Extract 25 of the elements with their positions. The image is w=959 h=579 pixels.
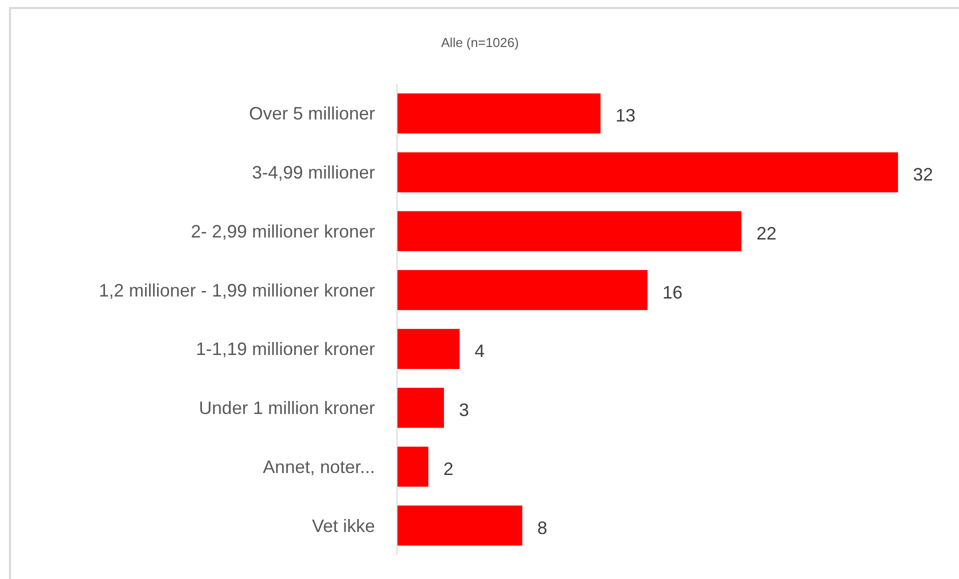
y-tick-label: 1,2 millioner - 1,99 millioner kroner [98, 280, 376, 300]
y-tick-label: Vet ikke [312, 516, 375, 536]
bar [397, 152, 898, 192]
y-tick-label: 2- 2,99 millioner kroner [190, 221, 376, 242]
y-tick-label: 1-1,19 millioner kroner [196, 339, 376, 360]
y-tick-label: Under 1 million kroner [198, 398, 375, 418]
data-label: 32 [913, 164, 934, 185]
y-tick-label: 3-4,99 millioner [252, 162, 375, 183]
data-label: 4 [474, 341, 485, 362]
bar [397, 211, 742, 252]
data-label: 13 [616, 106, 636, 126]
bar [397, 446, 428, 487]
data-label: 22 [756, 223, 776, 244]
bar [397, 270, 648, 310]
data-label: 3 [458, 400, 469, 420]
y-tick-label: Over 5 millioner [248, 104, 375, 124]
bar [397, 388, 444, 428]
data-label: 16 [662, 282, 683, 302]
data-label: 2 [443, 458, 454, 479]
chart-title: Alle (n=1026) [441, 35, 519, 50]
bar [397, 328, 460, 369]
data-label: 8 [537, 518, 548, 538]
y-tick-label: Annet, noter... [262, 456, 375, 477]
bar [397, 506, 522, 546]
bar [397, 93, 601, 134]
